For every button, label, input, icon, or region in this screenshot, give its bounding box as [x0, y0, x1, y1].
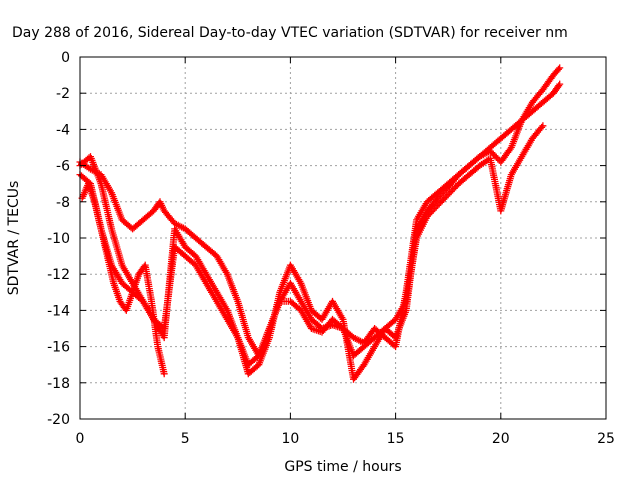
- series-3-markers: [78, 180, 168, 378]
- y-axis-label: SDTVAR / TECUs: [6, 181, 22, 296]
- data-points: [76, 64, 564, 383]
- x-tick-label: 25: [597, 431, 615, 447]
- x-tick-label: 5: [181, 431, 190, 447]
- x-tick-label: 0: [76, 431, 85, 447]
- y-tick-label: -16: [47, 340, 70, 356]
- y-tick-label: -6: [56, 159, 70, 175]
- x-tick-labels: 0 5 10 15 20 25: [76, 57, 615, 447]
- y-tick-label: 0: [61, 50, 70, 66]
- grid-lines: [80, 57, 606, 419]
- x-tick-label: 15: [387, 431, 405, 447]
- x-tick-label: 20: [492, 431, 510, 447]
- y-tick-label: -10: [47, 231, 70, 247]
- y-tick-label: -2: [56, 86, 70, 102]
- x-axis-label: GPS time / hours: [284, 459, 401, 475]
- y-tick-label: -12: [47, 267, 70, 283]
- y-tick-label: -20: [47, 412, 70, 428]
- x-tick-label: 10: [281, 431, 299, 447]
- y-tick-labels: 0 -2 -4 -6 -8 -10 -12 -14 -16 -18 -20: [47, 50, 606, 428]
- y-tick-label: -14: [47, 303, 70, 319]
- y-tick-label: -18: [47, 376, 70, 392]
- series-3: [78, 180, 168, 378]
- chart-title: Day 288 of 2016, Sidereal Day-to-day VTE…: [12, 25, 568, 41]
- y-tick-label: -4: [56, 122, 70, 138]
- y-tick-label: -8: [56, 195, 70, 211]
